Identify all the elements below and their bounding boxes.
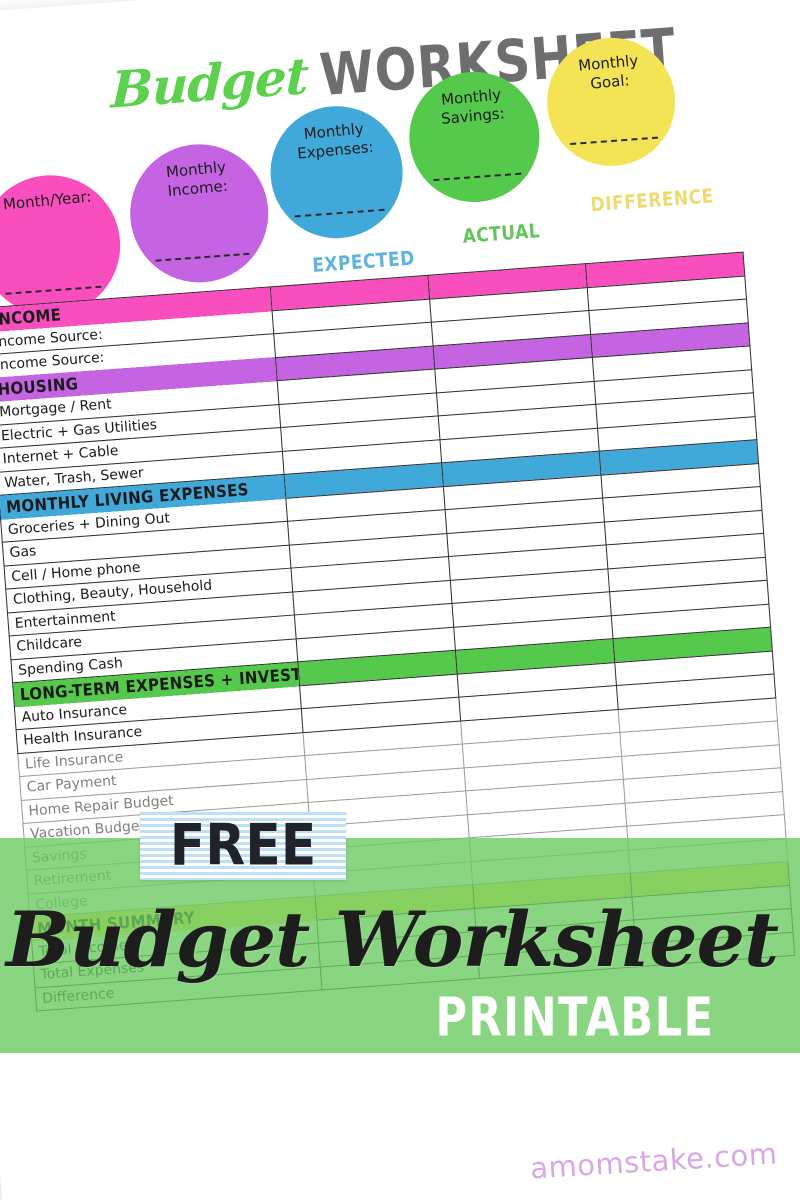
circle-monthly-income-label: Monthly Income: [165,157,229,200]
column-header-expected: EXPECTED [311,247,416,278]
circle-month-year-writeline [5,285,102,295]
promo-title: Budget Worksheet [0,895,800,984]
circle-monthly-savings-label: Monthly Savings: [440,85,506,128]
promo-title-text: Budget Worksheet [5,895,779,984]
promo-subtitle-text: PRINTABLE [435,986,715,1050]
circle-monthly-goal-label: Monthly Goal: [577,51,639,93]
title-script-word: Budget [110,45,309,120]
washi-tape-icon [140,812,346,880]
promo-band [0,838,800,1053]
circle-monthly-expenses-writeline [294,208,385,218]
circle-monthly-expenses-label: Monthly Expenses: [296,119,375,163]
promo-subtitle: PRINTABLE [0,987,800,1050]
circle-monthly-income-writeline [155,252,250,262]
free-label: FREE [169,813,317,879]
circle-monthly-savings-writeline [433,172,522,182]
column-header-actual: ACTUAL [461,219,541,249]
circle-month-year-label: Month/Year: [1,187,92,214]
column-header-difference: DIFFERENCE [589,185,715,218]
circle-monthly-goal-writeline [570,136,658,145]
circle-monthly-income[interactable]: Monthly Income: [125,139,274,288]
circle-monthly-expenses[interactable]: Monthly Expenses: [265,101,408,243]
